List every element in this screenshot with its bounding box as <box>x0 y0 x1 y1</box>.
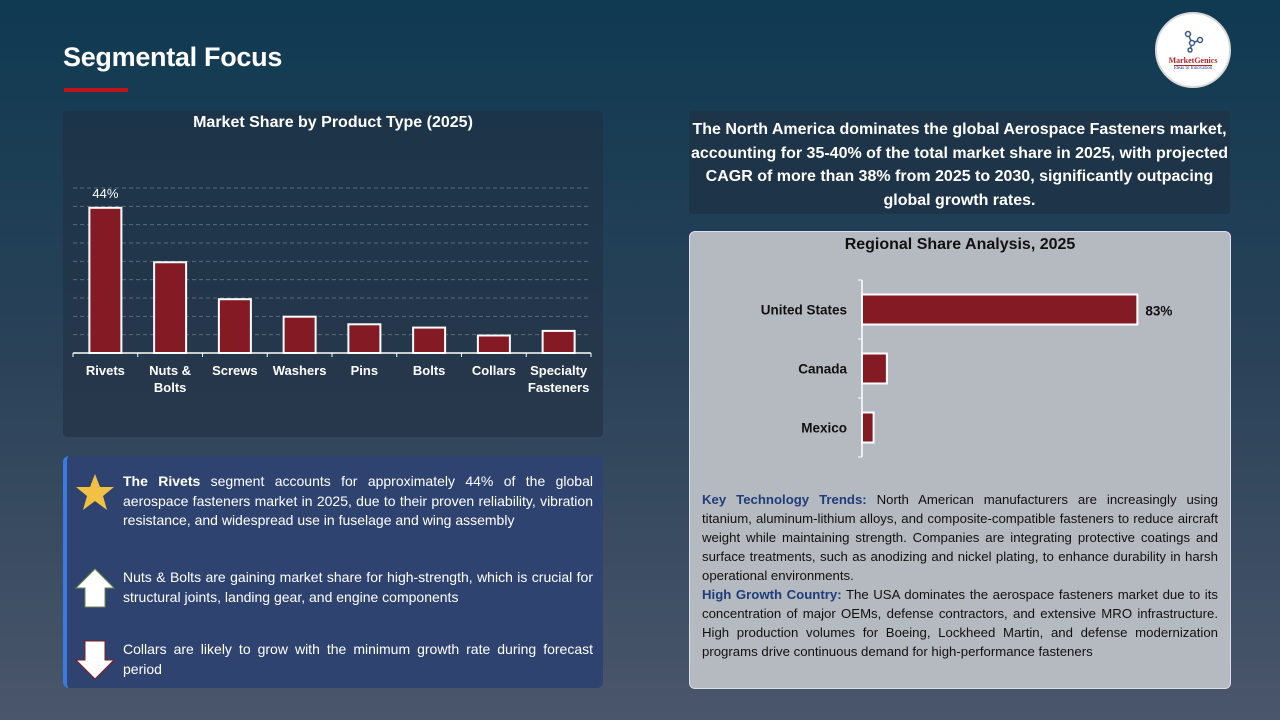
molecule-icon <box>1184 30 1204 53</box>
bar <box>217 298 252 355</box>
bar <box>412 326 447 354</box>
data-label: 44% <box>92 186 118 201</box>
trend-body: The USA dominates the aerospace fastener… <box>702 587 1218 659</box>
star-icon <box>76 474 114 510</box>
x-tick-label: Collars <box>472 363 516 378</box>
x-tick-label: Bolts <box>413 363 446 378</box>
regional-share-panel: Regional Share Analysis, 2025 United Sta… <box>689 231 1231 689</box>
logo-tagline: Ideas to Innovation <box>1173 64 1213 71</box>
insight-bold: The Rivets <box>123 473 201 489</box>
insights-panel: The Rivets segment accounts for approxim… <box>63 456 603 688</box>
trend-paragraph: High Growth Country: The USA dominates t… <box>702 585 1218 661</box>
y-tick-label: Mexico <box>801 421 847 436</box>
bar <box>861 411 875 444</box>
bar <box>861 352 888 385</box>
x-tick-label: Specialty <box>530 363 588 378</box>
x-tick-label: Fasteners <box>528 380 589 395</box>
y-tick-label: United States <box>761 303 847 318</box>
insight-text: Collars are likely to grow with the mini… <box>123 640 593 680</box>
chart-title: Regional Share Analysis, 2025 <box>844 236 1076 253</box>
bar <box>88 206 123 354</box>
insight-body: Collars are likely to grow with the mini… <box>123 641 593 677</box>
trend-body: North American manufacturers are increas… <box>702 492 1218 583</box>
bar <box>476 334 511 354</box>
data-label: 83% <box>1145 304 1172 319</box>
y-tick-label: Canada <box>798 362 847 377</box>
logo: MarketGenics Ideas to Innovation <box>1155 12 1231 88</box>
insight-text: Nuts & Bolts are gaining market share fo… <box>123 568 593 608</box>
page-title: Segmental Focus <box>63 42 283 72</box>
bar <box>861 293 1139 326</box>
summary-box: The North America dominates the global A… <box>689 111 1230 214</box>
insight-item: Collars are likely to grow with the mini… <box>67 640 593 680</box>
insight-item: Nuts & Bolts are gaining market share fo… <box>67 568 593 608</box>
bar <box>282 315 317 354</box>
product-type-chart: 44% Rivets Nuts & Bolts Screws Washers Pins Bol… <box>72 186 592 395</box>
trend-label: High Growth Country: <box>702 587 842 602</box>
x-tick-label: Screws <box>212 363 258 378</box>
insight-body: Nuts & Bolts are gaining market share fo… <box>123 569 593 605</box>
trends-text: Key Technology Trends: North American ma… <box>702 490 1218 661</box>
trend-label: Key Technology Trends: <box>702 492 867 507</box>
title-underline <box>64 88 128 92</box>
arrow-down-icon <box>75 640 115 680</box>
insight-item: The Rivets segment accounts for approxim… <box>67 472 593 531</box>
product-type-chart-panel: Market Share by Product Type (2025) 44% R… <box>63 111 603 437</box>
bar <box>153 261 188 354</box>
regional-share-chart: United States 83% Canada Mexico <box>761 279 1172 458</box>
bar <box>541 329 576 354</box>
logo-name: MarketGenics <box>1168 55 1218 65</box>
chart-title: Market Share by Product Type (2025) <box>193 114 473 131</box>
x-tick-label: Washers <box>273 363 327 378</box>
insight-body: segment accounts for approximately 44% o… <box>123 473 593 528</box>
insight-text: The Rivets segment accounts for approxim… <box>123 472 593 531</box>
x-tick-label: Nuts & <box>149 363 191 378</box>
x-tick-label: Rivets <box>86 363 125 378</box>
trend-paragraph: Key Technology Trends: North American ma… <box>702 490 1218 585</box>
x-tick-label: Bolts <box>154 380 187 395</box>
bar <box>347 323 382 354</box>
arrow-up-icon <box>75 568 115 608</box>
x-tick-label: Pins <box>351 363 378 378</box>
